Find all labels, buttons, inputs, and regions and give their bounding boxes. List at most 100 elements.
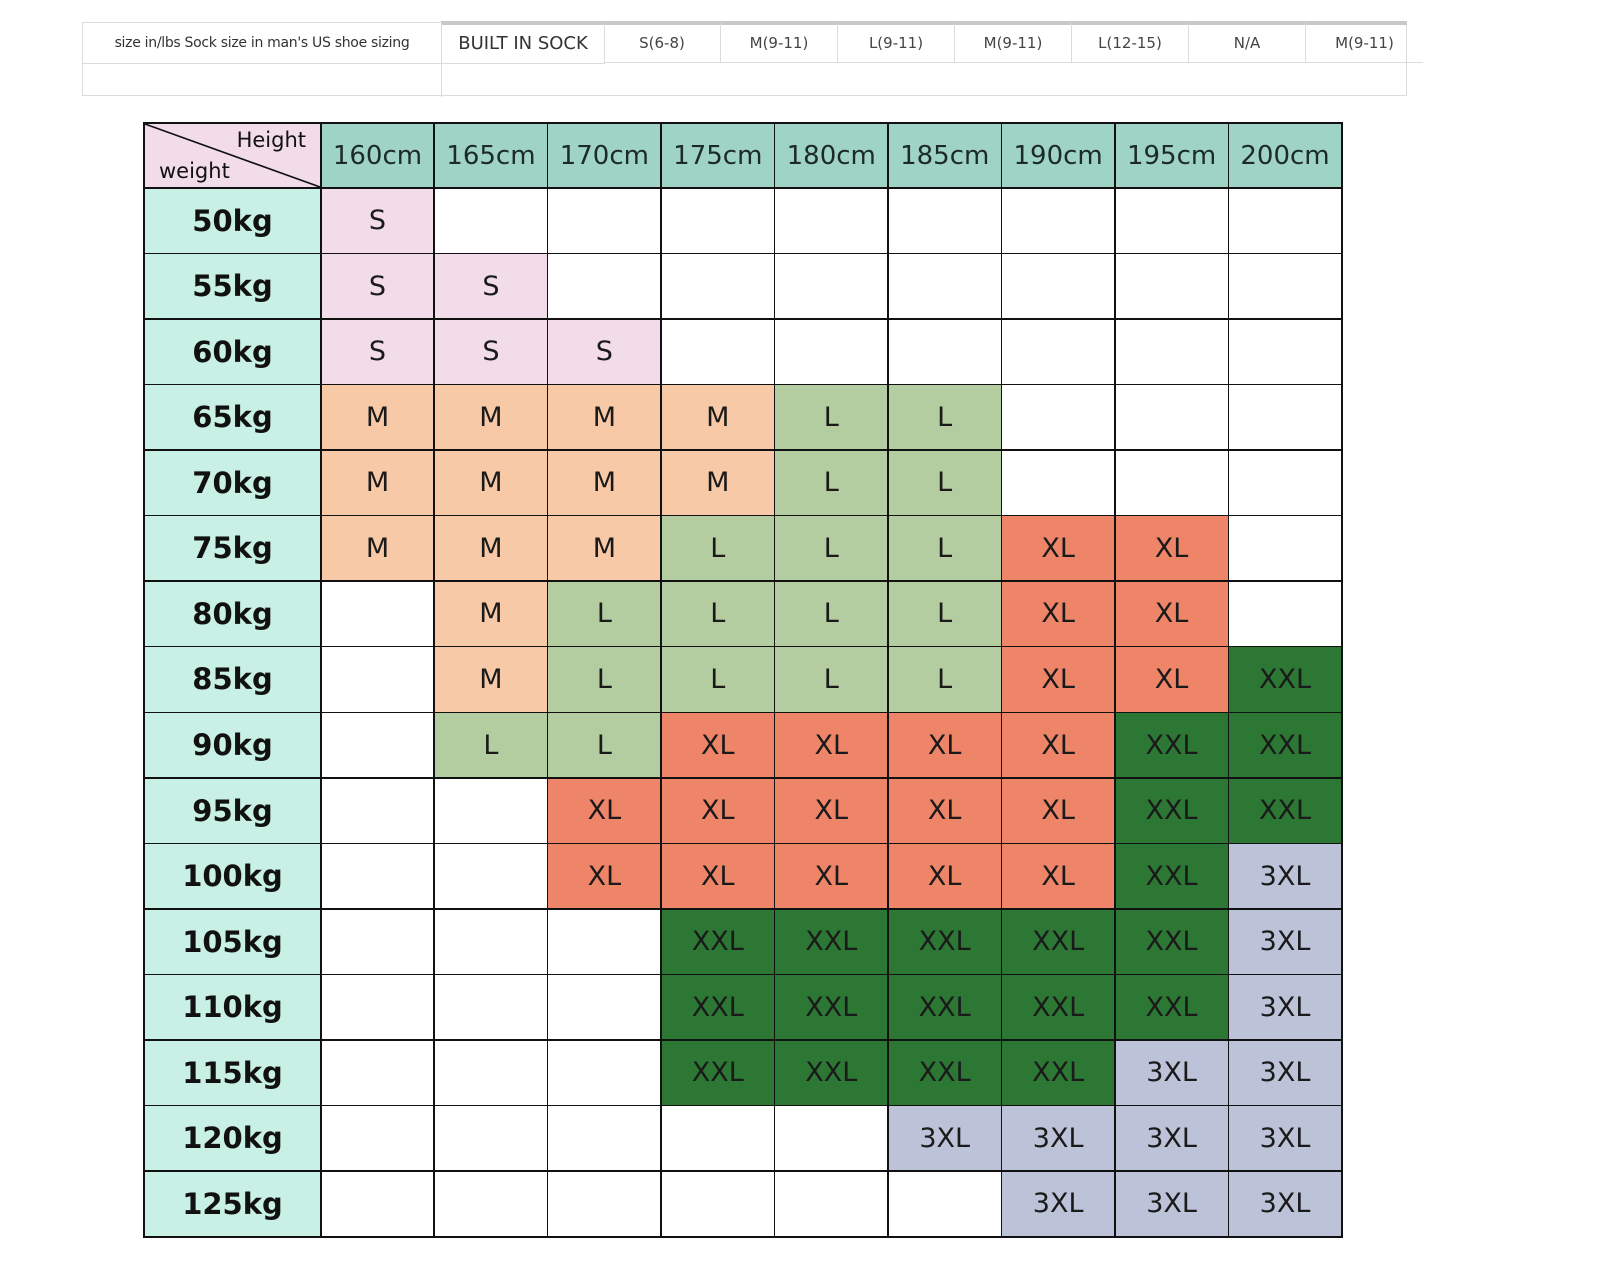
corner-diagonal-line [145,124,320,187]
size-cell [548,909,661,974]
size-cell: XL [888,713,1001,778]
size-cell: S [321,254,434,319]
size-cell: 3XL [1229,975,1341,1040]
size-cell [775,319,888,384]
size-cell [1229,254,1341,319]
size-cell: XL [548,778,661,843]
size-cell: L [661,647,774,712]
size-cell: XXL [888,909,1001,974]
size-cell: XL [1002,844,1115,909]
size-cell: M [548,450,661,515]
size-cell: 3XL [1115,1040,1228,1105]
size-cell: M [321,385,434,450]
sock-table-label: size in/lbs Sock size in man's US shoe s… [83,23,442,64]
size-cell: S [321,319,434,384]
size-cell: S [434,254,547,319]
size-chart-grid: Height weight 160cm 165cm 170cm 175cm 180cm 1… [143,122,1343,1238]
size-cell [661,1106,774,1171]
height-column-header: 200cm [1229,124,1341,187]
size-cell [434,909,547,974]
size-cell: XXL [661,909,774,974]
size-cell [1002,319,1115,384]
size-cell: L [888,385,1001,450]
weight-row-header: 125kg [145,1171,320,1236]
height-column-header: 165cm [434,124,547,187]
size-cell: 3XL [1115,1171,1228,1236]
weight-row-header: 65kg [145,385,320,450]
size-cell: XL [1115,516,1228,581]
sock-table-empty-cell [83,63,442,97]
sock-size-cell: L(12-15) [1072,23,1189,63]
size-cell: L [888,647,1001,712]
weight-row-header: 110kg [145,975,320,1040]
sock-size-cell: M(9-11) [955,23,1072,63]
size-cell: XXL [1229,647,1341,712]
size-cell: XL [1002,516,1115,581]
sock-size-cell: N/A [1189,23,1306,63]
size-cell: S [434,319,547,384]
size-cell: XXL [1115,713,1228,778]
size-cell [548,1106,661,1171]
size-cell: L [775,647,888,712]
size-cell: 3XL [1229,1106,1341,1171]
size-cell: M [548,516,661,581]
weight-row-header: 85kg [145,647,320,712]
size-cell [434,975,547,1040]
size-cell: 3XL [1229,1171,1341,1236]
size-cell: XXL [1115,975,1228,1040]
height-column-header: 190cm [1002,124,1115,187]
size-cell [1229,188,1341,253]
size-cell [434,1171,547,1236]
size-cell [321,909,434,974]
weight-row-header: 90kg [145,713,320,778]
size-cell [775,188,888,253]
size-cell: XXL [775,1040,888,1105]
size-cell [548,188,661,253]
sock-size-cell: L(9-11) [838,23,955,63]
size-cell [888,188,1001,253]
size-cell [661,319,774,384]
size-cell: XXL [1115,778,1228,843]
height-column-header: 195cm [1115,124,1228,187]
sock-size-cell: S(6-8) [604,23,721,63]
weight-row-header: 120kg [145,1106,320,1171]
weight-row-header: 105kg [145,909,320,974]
size-cell [661,254,774,319]
size-cell [321,713,434,778]
size-cell: S [548,319,661,384]
size-cell [661,188,774,253]
size-cell: XL [661,778,774,843]
size-cell: L [775,581,888,646]
weight-row-header: 60kg [145,319,320,384]
weight-row-header: 95kg [145,778,320,843]
size-cell [775,1106,888,1171]
size-cell [548,254,661,319]
size-cell: XXL [1002,909,1115,974]
size-cell: XL [1002,647,1115,712]
size-cell [888,319,1001,384]
size-cell: XXL [1115,844,1228,909]
size-cell: 3XL [888,1106,1001,1171]
size-cell: XL [548,844,661,909]
height-column-header: 175cm [661,124,774,187]
size-cell [1115,450,1228,515]
size-cell [434,844,547,909]
size-cell [321,844,434,909]
size-cell: M [548,385,661,450]
size-cell [434,1106,547,1171]
size-cell: XXL [661,975,774,1040]
sock-size-cell: M(9-11) [1306,23,1423,63]
size-cell: 3XL [1229,909,1341,974]
size-cell: 3XL [1002,1106,1115,1171]
size-cell [1115,385,1228,450]
size-cell [321,1106,434,1171]
size-cell: XL [1002,713,1115,778]
size-cell [775,254,888,319]
size-cell: XXL [888,1040,1001,1105]
sock-size-row: S(6-8) M(9-11) L(9-11) M(9-11) L(12-15) N/A M(… [604,23,1423,63]
size-cell: L [548,713,661,778]
size-cell: L [434,713,547,778]
size-cell: L [888,516,1001,581]
size-cell: L [661,516,774,581]
size-cell: XXL [1002,975,1115,1040]
